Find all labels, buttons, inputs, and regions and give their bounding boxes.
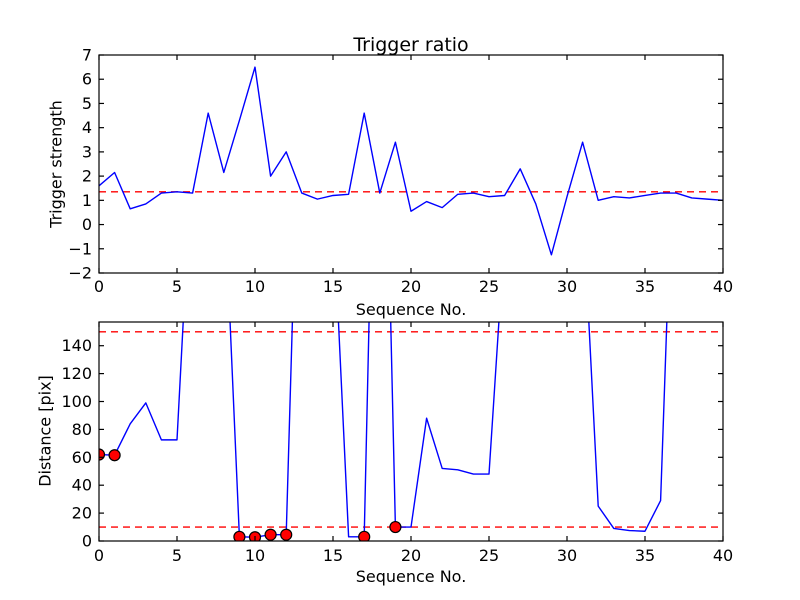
top-x-axis-label: Sequence No.: [355, 300, 467, 319]
event-marker: [280, 528, 293, 541]
x-tick-label: 40: [713, 277, 733, 296]
y-tick-label: 140: [61, 336, 92, 355]
x-tick-label: 0: [94, 546, 104, 565]
x-tick-label: 25: [479, 546, 499, 565]
x-tick-label: 35: [635, 546, 655, 565]
bottom-plot: 0 5 10 15 20 25 30 35 40 0 20 40 60 80 100 120 140: [61, 321, 733, 565]
x-tick-label: 15: [323, 546, 343, 565]
x-tick-label: 25: [479, 277, 499, 296]
x-tick-label: 40: [713, 546, 733, 565]
y-tick-label: −1: [68, 239, 92, 258]
x-tick-label: 20: [401, 546, 421, 565]
x-tick-label: 10: [245, 546, 265, 565]
y-tick-label: 20: [72, 504, 92, 523]
x-tick-label: 5: [172, 277, 182, 296]
y-tick-label: 6: [82, 70, 92, 89]
x-tick-label: 30: [557, 546, 577, 565]
axes-frame: [98, 321, 724, 542]
series-line: [99, 66, 723, 256]
y-tick-label: 120: [61, 364, 92, 383]
y-tick-label: 4: [82, 118, 92, 137]
chart-title: Trigger ratio: [353, 34, 469, 56]
y-tick-label: 5: [82, 94, 92, 113]
y-tick-label: 3: [82, 142, 92, 161]
x-tick-label: 30: [557, 277, 577, 296]
bottom-x-axis-label: Sequence No.: [355, 567, 467, 586]
y-tick-label: 7: [82, 46, 92, 65]
y-tick-label: 80: [72, 420, 92, 439]
event-marker: [264, 528, 277, 541]
x-tick-label: 15: [323, 277, 343, 296]
y-tick-label: 0: [82, 532, 92, 551]
axes-frame: [98, 54, 724, 274]
y-tick-label: 100: [61, 392, 92, 411]
event-marker: [233, 530, 246, 541]
y-tick-label: −2: [68, 264, 92, 283]
y-tick-label: 1: [82, 191, 92, 210]
y-tick-label: 40: [72, 476, 92, 495]
y-tick-label: 0: [82, 215, 92, 234]
event-marker: [358, 530, 371, 541]
x-tick-label: 35: [635, 277, 655, 296]
y-tick-label: 60: [72, 448, 92, 467]
y-tick-label: 2: [82, 167, 92, 186]
event-marker: [108, 449, 121, 462]
x-tick-label: 5: [172, 546, 182, 565]
x-tick-label: 20: [401, 277, 421, 296]
event-marker: [389, 520, 402, 534]
x-tick-label: 0: [94, 277, 104, 296]
series-line: [99, 322, 668, 538]
x-tick-label: 10: [245, 277, 265, 296]
